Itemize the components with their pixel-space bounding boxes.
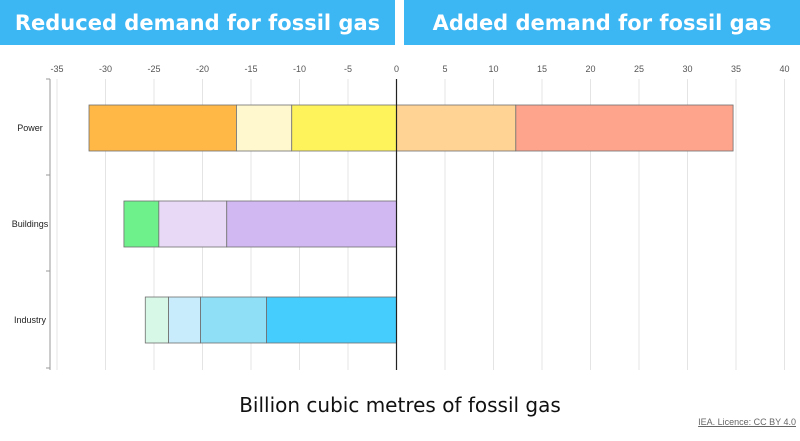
x-axis-title: Billion cubic metres of fossil gas: [239, 393, 561, 417]
bar-segment: [158, 200, 228, 248]
added-demand-banner: Added demand for fossil gas: [404, 0, 800, 45]
reduced-demand-banner: Reduced demand for fossil gas: [0, 0, 395, 45]
bar-segment: [88, 104, 237, 152]
reduced-demand-title: Reduced demand for fossil gas: [14, 10, 381, 35]
added-demand-title: Added demand for fossil gas: [432, 10, 772, 35]
bar-segment: [396, 104, 517, 152]
bar-segment: [168, 296, 201, 344]
x-tick-label: 40: [779, 64, 789, 74]
x-tick-label: -20: [196, 64, 209, 74]
x-tick-label: 35: [731, 64, 741, 74]
x-tick-label: 10: [488, 64, 498, 74]
bar-segment: [236, 104, 293, 152]
x-tick-label: -15: [244, 64, 257, 74]
x-tick-label: -5: [344, 64, 352, 74]
bar-segment: [144, 296, 169, 344]
bar-segment: [291, 104, 397, 152]
bar-segment: [226, 200, 397, 248]
category-label: Power: [17, 123, 43, 133]
x-tick-label: 0: [394, 64, 399, 74]
x-tick-label: 30: [682, 64, 692, 74]
bar-segment: [266, 296, 397, 344]
x-tick-label: -30: [99, 64, 112, 74]
x-tick-label: 20: [585, 64, 595, 74]
bar-segment: [123, 200, 160, 248]
x-tick-label: 15: [537, 64, 547, 74]
category-label: Industry: [14, 315, 47, 325]
bar-chart: -35 -30 -25 -20 -15 -10 -5 0 5 10 15 20 25 30 35 40 Powe…: [12, 64, 790, 370]
x-tick-label: -35: [50, 64, 63, 74]
category-label: Buildings: [12, 219, 49, 229]
x-tick-label: -25: [147, 64, 160, 74]
bar-segment: [515, 104, 734, 152]
x-tick-label: 25: [634, 64, 644, 74]
bar-segment: [200, 296, 267, 344]
source-link[interactable]: IEA. Licence: CC BY 4.0: [698, 417, 796, 427]
x-tick-label: 5: [442, 64, 447, 74]
x-tick-label: -10: [293, 64, 306, 74]
